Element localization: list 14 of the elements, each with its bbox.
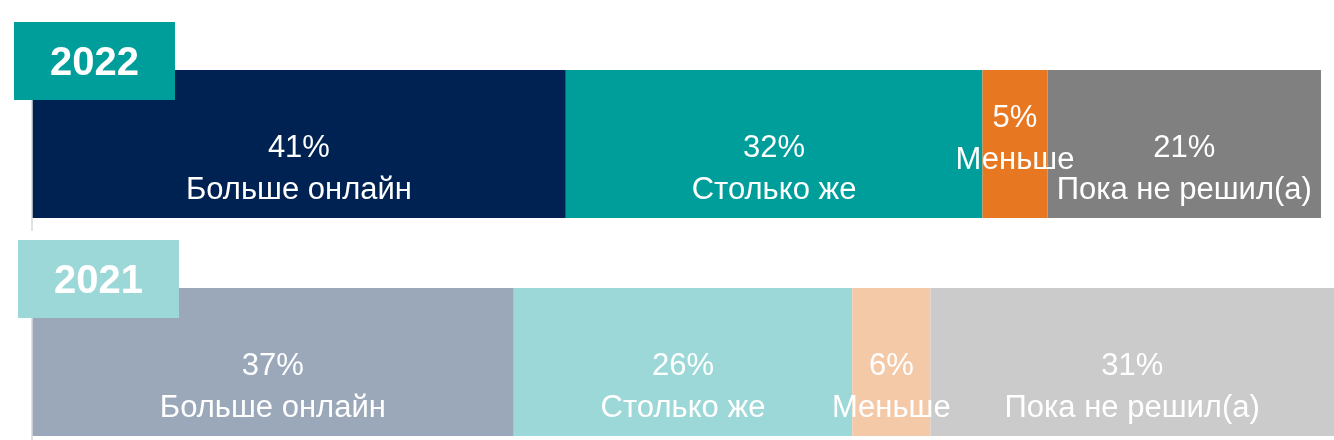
text: Больше онлайн bbox=[159, 389, 386, 424]
series-label: Пока не решил(а) bbox=[1056, 171, 1312, 206]
data-label: 5% bbox=[992, 99, 1038, 134]
y-tick-label: 2022 bbox=[50, 39, 139, 83]
y-tick-label: 2021 bbox=[54, 257, 143, 301]
data-label: 41% bbox=[267, 129, 330, 164]
data-label: 32% bbox=[743, 129, 806, 164]
text: Столько же bbox=[600, 389, 766, 424]
data-label: 37% bbox=[241, 347, 304, 382]
data-label: 26% bbox=[651, 347, 715, 382]
series-label: Больше онлайн bbox=[185, 171, 412, 206]
data-label: 6% bbox=[868, 347, 914, 382]
data-label: 21% bbox=[1153, 129, 1216, 164]
series-label: Столько же bbox=[691, 171, 857, 206]
